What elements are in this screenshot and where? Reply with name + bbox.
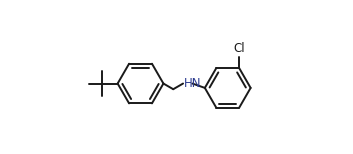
- Text: Cl: Cl: [233, 43, 245, 55]
- Text: HN: HN: [184, 77, 202, 90]
